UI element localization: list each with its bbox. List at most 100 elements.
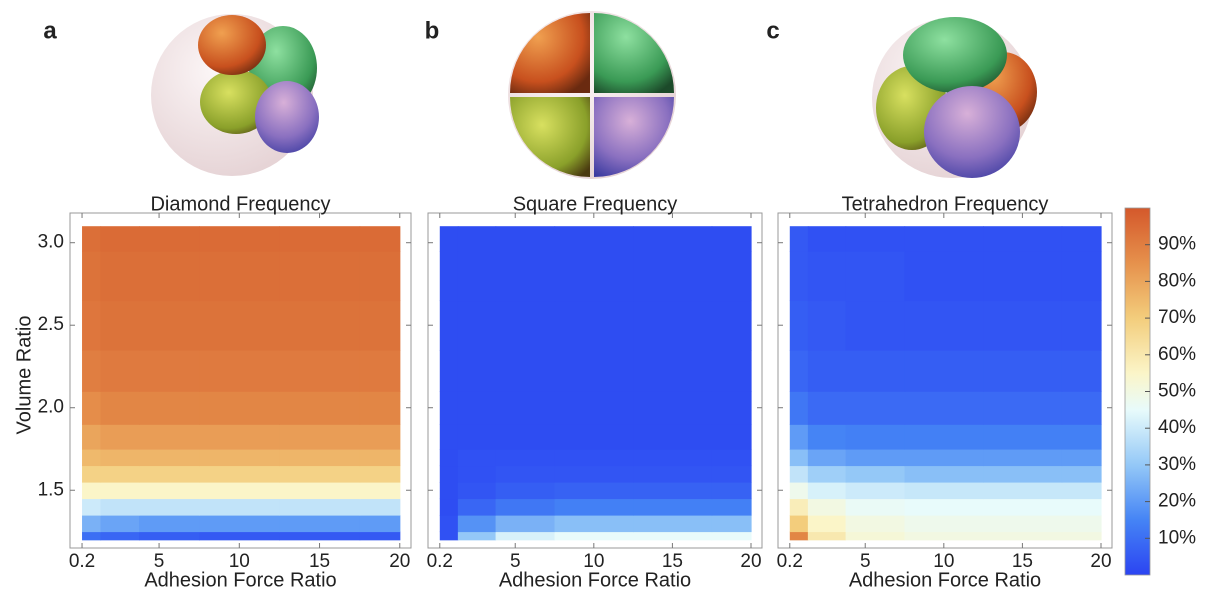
heatmap-cell <box>440 251 459 301</box>
heatmap-cell <box>82 482 101 499</box>
heatmap-cell <box>790 391 809 425</box>
heatmap-cell <box>458 465 496 482</box>
heatmap-cell <box>139 498 200 515</box>
heatmap-cell <box>440 350 459 392</box>
heatmap-cell <box>790 515 809 532</box>
heatmap-cell <box>1062 482 1102 499</box>
heatmap-cell <box>496 482 556 499</box>
y-tick-label: 2.0 <box>38 397 64 418</box>
heatmap-cell <box>139 391 200 425</box>
heatmap-cell <box>555 482 634 499</box>
heatmap-cell <box>100 300 139 350</box>
heatmap-cell <box>983 300 1062 350</box>
heatmap-cell <box>555 531 634 540</box>
heatmap-cell <box>1062 226 1102 251</box>
heatmap-cell <box>458 449 496 466</box>
heatmap-cell <box>1062 465 1102 482</box>
heatmap-cell <box>983 482 1062 499</box>
heatmap-cell <box>199 350 280 392</box>
heatmap-cell <box>790 498 809 515</box>
heatmap-cell <box>279 424 360 449</box>
heatmap-cell <box>905 391 984 425</box>
x-tick-label: 0.2 <box>69 551 95 572</box>
panel-label: b <box>425 17 440 44</box>
heatmap-cell <box>458 498 496 515</box>
heatmap-cell <box>279 350 360 392</box>
heatmap-cell <box>440 449 459 466</box>
heatmap-cell <box>199 531 280 540</box>
heatmap-cell <box>458 482 496 499</box>
heatmap-cell <box>100 482 139 499</box>
x-tick-label: 0.2 <box>777 551 803 572</box>
heatmap-cell <box>1062 449 1102 466</box>
x-axis-label: Adhesion Force Ratio <box>144 569 336 591</box>
heatmap-cell <box>905 515 984 532</box>
heatmap-cell <box>82 350 101 392</box>
heatmap-cell <box>1062 424 1102 449</box>
colorbar-tick-label: 70% <box>1158 307 1196 328</box>
heatmap-cell <box>790 424 809 449</box>
x-tick-label: 20 <box>740 551 761 572</box>
heatmap-cell <box>82 531 101 540</box>
heatmap-cell <box>139 531 200 540</box>
x-tick-label: 20 <box>1090 551 1111 572</box>
colorbar-tick-label: 30% <box>1158 454 1196 475</box>
heatmap-cell <box>440 482 459 499</box>
render-a <box>151 14 319 176</box>
heatmap-cell <box>633 449 712 466</box>
figure: Volume Ratio aDiamond FrequencyAdhesion … <box>0 0 1212 592</box>
heatmap-cell <box>279 391 360 425</box>
heatmap-cell <box>555 251 634 301</box>
heatmap-cell <box>139 424 200 449</box>
heatmap-cell <box>496 424 556 449</box>
panel-label: a <box>43 17 57 44</box>
heatmap-cell <box>279 531 360 540</box>
heatmap-cell <box>808 251 846 301</box>
heatmap-cell <box>139 449 200 466</box>
x-tick-label: 5 <box>510 551 521 572</box>
y-tick-label: 2.5 <box>38 314 64 335</box>
heatmap-cell <box>458 226 496 251</box>
heatmap-cell <box>199 251 280 301</box>
heatmap-cell <box>279 515 360 532</box>
heatmap-cell <box>496 449 556 466</box>
heatmap-cell <box>633 498 712 515</box>
heatmap-cell <box>983 350 1062 392</box>
heatmap-cell <box>983 515 1062 532</box>
heatmap-cell <box>983 465 1062 482</box>
heatmap-cell <box>496 515 556 532</box>
heatmap-cell <box>808 465 846 482</box>
heatmap-cell <box>555 391 634 425</box>
heatmap-cell <box>790 482 809 499</box>
heatmap-cell <box>199 465 280 482</box>
heatmap-cell <box>790 350 809 392</box>
heatmap-cell <box>360 300 401 350</box>
heatmap-cell <box>100 251 139 301</box>
heatmap-cell <box>100 498 139 515</box>
heatmap-cell <box>846 482 906 499</box>
heatmap-cell <box>360 251 401 301</box>
heatmap-cell <box>139 515 200 532</box>
panel-label: c <box>766 17 779 44</box>
heatmap-cell <box>279 465 360 482</box>
heatmap-cell <box>458 391 496 425</box>
heatmap-cell <box>712 300 752 350</box>
heatmap-cell <box>458 300 496 350</box>
heatmap-cell <box>458 424 496 449</box>
x-tick-label: 10 <box>583 551 604 572</box>
heatmap-cell <box>983 449 1062 466</box>
heatmap-cell <box>846 498 906 515</box>
heatmap-cell <box>846 391 906 425</box>
heatmap-cell <box>846 251 906 301</box>
heatmap-cell <box>633 300 712 350</box>
colorbar-tick-label: 20% <box>1158 491 1196 512</box>
heatmap <box>440 226 752 540</box>
heatmap-cell <box>712 498 752 515</box>
heatmap-cell <box>199 226 280 251</box>
x-tick-label: 10 <box>933 551 954 572</box>
heatmap-cell <box>279 251 360 301</box>
heatmap-cell <box>1062 531 1102 540</box>
heatmap-cell <box>360 465 401 482</box>
heatmap-cell <box>199 300 280 350</box>
heatmap-cell <box>82 300 101 350</box>
